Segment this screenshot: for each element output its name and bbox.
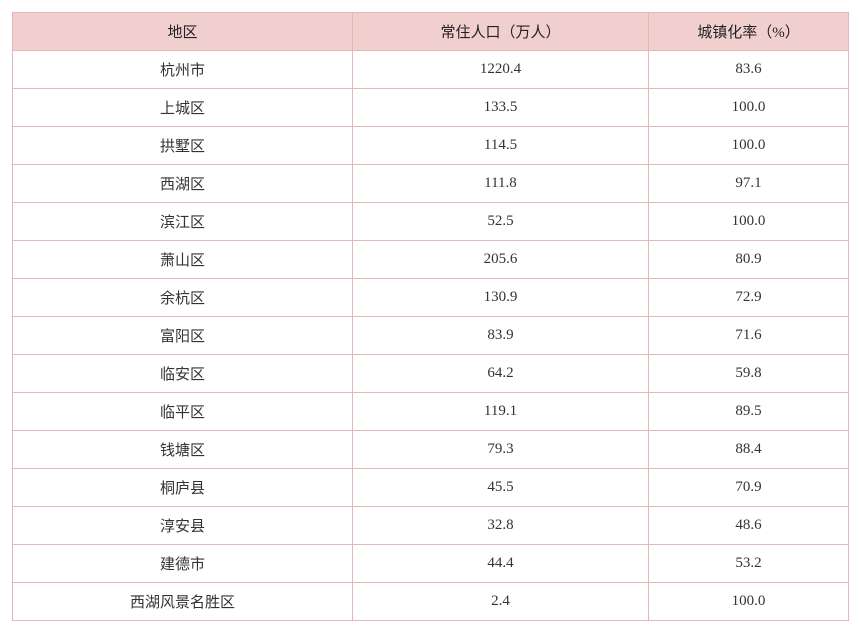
table-body: 杭州市 1220.4 83.6 上城区 133.5 100.0 拱墅区 114.… bbox=[13, 51, 849, 621]
cell-population: 83.9 bbox=[353, 317, 649, 355]
cell-region: 西湖风景名胜区 bbox=[13, 583, 353, 621]
cell-population: 130.9 bbox=[353, 279, 649, 317]
cell-region: 余杭区 bbox=[13, 279, 353, 317]
table-row: 上城区 133.5 100.0 bbox=[13, 89, 849, 127]
table-row: 桐庐县 45.5 70.9 bbox=[13, 469, 849, 507]
cell-region: 拱墅区 bbox=[13, 127, 353, 165]
table-row: 富阳区 83.9 71.6 bbox=[13, 317, 849, 355]
cell-population: 114.5 bbox=[353, 127, 649, 165]
cell-population: 1220.4 bbox=[353, 51, 649, 89]
cell-urbanization: 100.0 bbox=[649, 583, 849, 621]
cell-region: 富阳区 bbox=[13, 317, 353, 355]
cell-population: 45.5 bbox=[353, 469, 649, 507]
cell-urbanization: 100.0 bbox=[649, 203, 849, 241]
cell-urbanization: 100.0 bbox=[649, 89, 849, 127]
cell-region: 淳安县 bbox=[13, 507, 353, 545]
cell-population: 32.8 bbox=[353, 507, 649, 545]
table-row: 临安区 64.2 59.8 bbox=[13, 355, 849, 393]
table-row: 临平区 119.1 89.5 bbox=[13, 393, 849, 431]
cell-urbanization: 59.8 bbox=[649, 355, 849, 393]
table-row: 建德市 44.4 53.2 bbox=[13, 545, 849, 583]
cell-population: 64.2 bbox=[353, 355, 649, 393]
col-header-urbanization: 城镇化率（%） bbox=[649, 13, 849, 51]
cell-population: 79.3 bbox=[353, 431, 649, 469]
cell-urbanization: 88.4 bbox=[649, 431, 849, 469]
table-row: 西湖风景名胜区 2.4 100.0 bbox=[13, 583, 849, 621]
cell-region: 钱塘区 bbox=[13, 431, 353, 469]
table-row: 淳安县 32.8 48.6 bbox=[13, 507, 849, 545]
cell-urbanization: 97.1 bbox=[649, 165, 849, 203]
cell-urbanization: 83.6 bbox=[649, 51, 849, 89]
table-row: 萧山区 205.6 80.9 bbox=[13, 241, 849, 279]
cell-region: 临平区 bbox=[13, 393, 353, 431]
table-row: 余杭区 130.9 72.9 bbox=[13, 279, 849, 317]
cell-urbanization: 89.5 bbox=[649, 393, 849, 431]
cell-region: 杭州市 bbox=[13, 51, 353, 89]
table-row: 杭州市 1220.4 83.6 bbox=[13, 51, 849, 89]
population-table: 地区 常住人口（万人） 城镇化率（%） 杭州市 1220.4 83.6 上城区 … bbox=[12, 12, 849, 621]
cell-region: 上城区 bbox=[13, 89, 353, 127]
cell-region: 萧山区 bbox=[13, 241, 353, 279]
table-row: 滨江区 52.5 100.0 bbox=[13, 203, 849, 241]
cell-population: 44.4 bbox=[353, 545, 649, 583]
cell-urbanization: 80.9 bbox=[649, 241, 849, 279]
col-header-region: 地区 bbox=[13, 13, 353, 51]
cell-urbanization: 70.9 bbox=[649, 469, 849, 507]
cell-urbanization: 53.2 bbox=[649, 545, 849, 583]
cell-region: 建德市 bbox=[13, 545, 353, 583]
cell-region: 临安区 bbox=[13, 355, 353, 393]
cell-population: 205.6 bbox=[353, 241, 649, 279]
cell-region: 滨江区 bbox=[13, 203, 353, 241]
table-row: 拱墅区 114.5 100.0 bbox=[13, 127, 849, 165]
cell-population: 111.8 bbox=[353, 165, 649, 203]
cell-urbanization: 72.9 bbox=[649, 279, 849, 317]
cell-region: 西湖区 bbox=[13, 165, 353, 203]
col-header-population: 常住人口（万人） bbox=[353, 13, 649, 51]
cell-population: 119.1 bbox=[353, 393, 649, 431]
cell-urbanization: 71.6 bbox=[649, 317, 849, 355]
table-row: 钱塘区 79.3 88.4 bbox=[13, 431, 849, 469]
cell-urbanization: 100.0 bbox=[649, 127, 849, 165]
cell-region: 桐庐县 bbox=[13, 469, 353, 507]
cell-population: 52.5 bbox=[353, 203, 649, 241]
table-row: 西湖区 111.8 97.1 bbox=[13, 165, 849, 203]
cell-population: 133.5 bbox=[353, 89, 649, 127]
cell-urbanization: 48.6 bbox=[649, 507, 849, 545]
cell-population: 2.4 bbox=[353, 583, 649, 621]
table-header: 地区 常住人口（万人） 城镇化率（%） bbox=[13, 13, 849, 51]
